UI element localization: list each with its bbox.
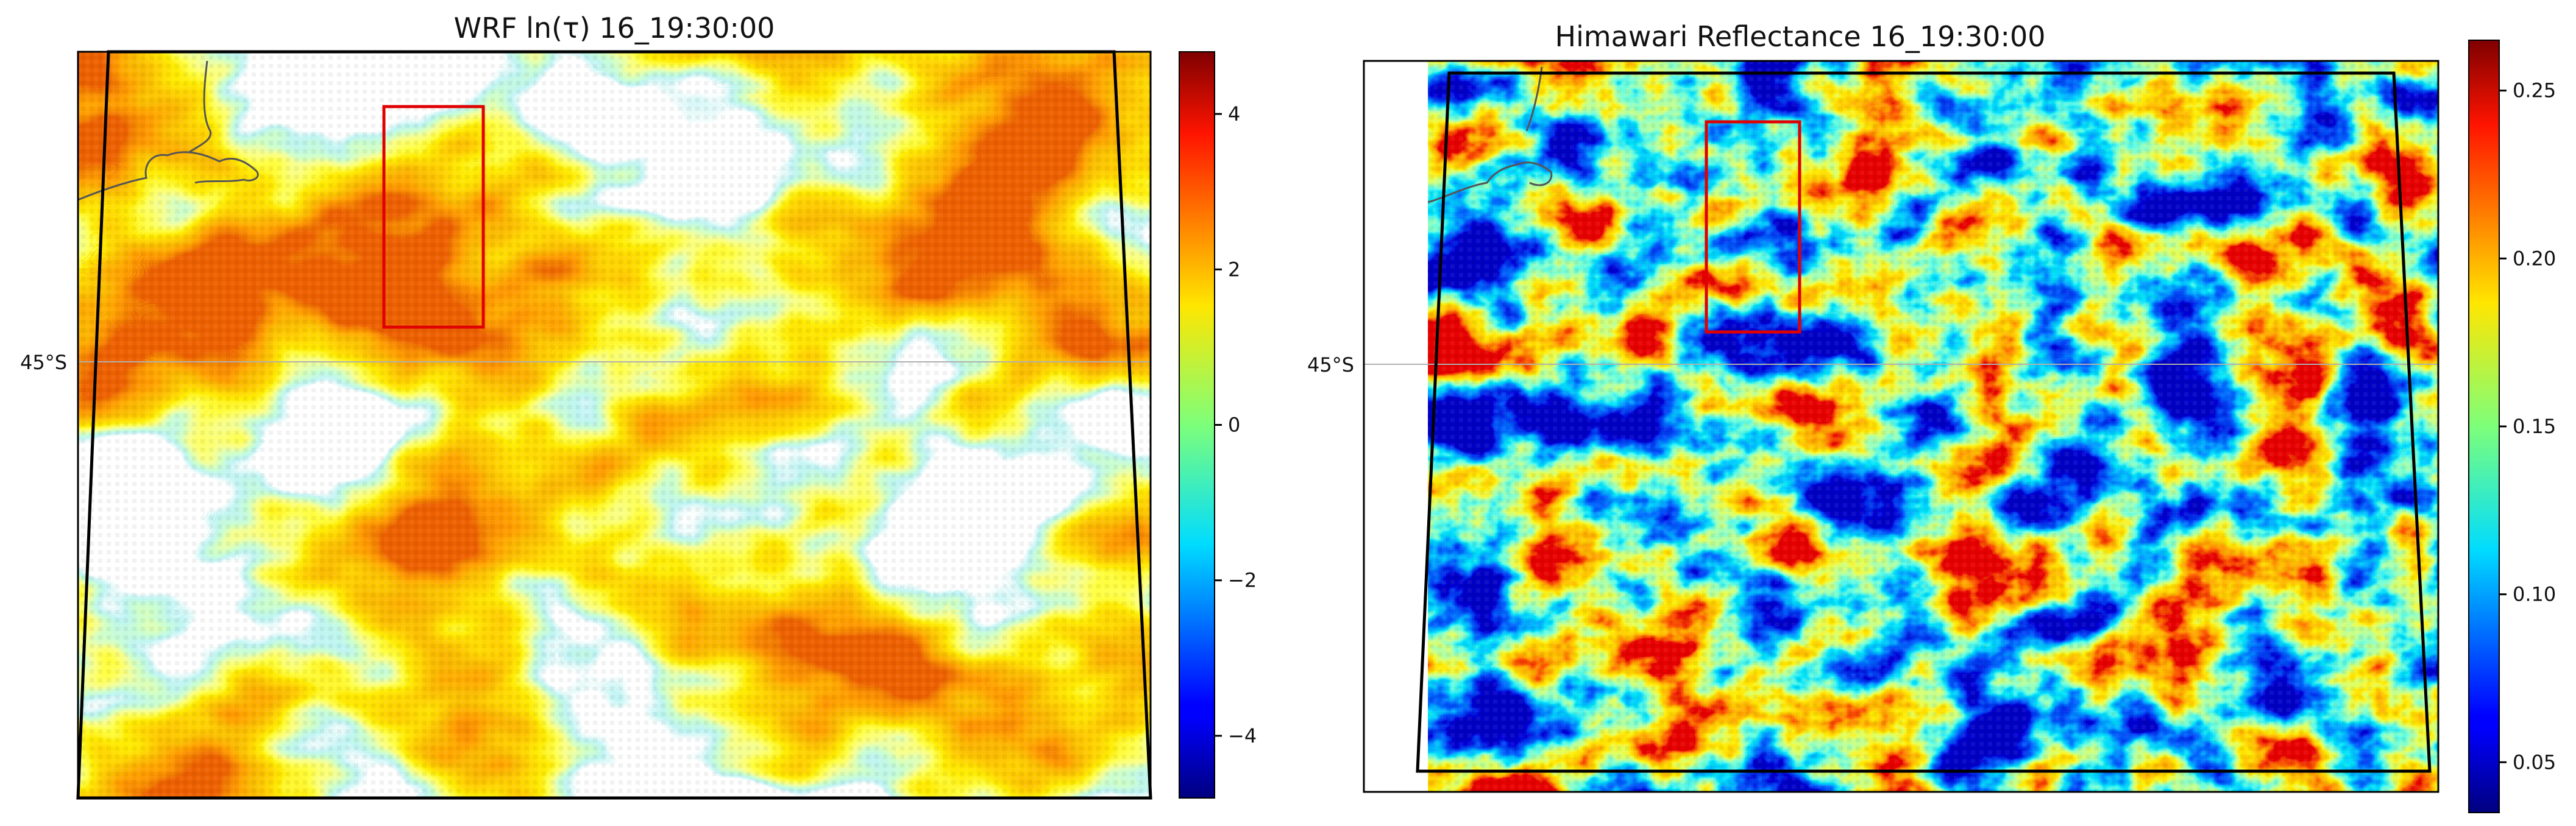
- colorbar-tick-label: 0.15: [2513, 415, 2556, 438]
- himawari-lat-label: 45°S: [1307, 353, 1354, 376]
- himawari-field: [1428, 61, 2438, 792]
- himawari-panel: Himawari Reflectance 16_19:30:00 45°S 0.…: [1307, 20, 2556, 813]
- wrf-red-box: [382, 105, 485, 329]
- colorbar-tick-label: 0.25: [2513, 79, 2556, 102]
- himawari-domain-outline: [1416, 71, 2432, 773]
- colorbar-tick-label: −2: [1228, 569, 1257, 592]
- colorbar-tick-label: 0.10: [2513, 583, 2556, 606]
- colorbar-tick-label: 0: [1228, 414, 1240, 437]
- wrf-lat-label: 45°S: [20, 351, 67, 374]
- wrf-field: [78, 52, 1151, 798]
- wrf-colorbar-gradient: [1179, 51, 1215, 799]
- wrf-panel: WRF ln(τ) 16_19:30:00 45°S −4 −2 0 2 4: [20, 12, 1257, 800]
- colorbar-tick-label: −4: [1228, 724, 1257, 747]
- wrf-colorbar: −4 −2 0 2 4: [1179, 51, 1257, 799]
- wrf-axes-frame: [77, 51, 1152, 799]
- colorbar-tick-label: 0.05: [2513, 750, 2556, 774]
- himawari-colorbar: 0.05 0.10 0.15 0.20 0.25: [2468, 40, 2556, 813]
- colorbar-tick-label: 0.20: [2513, 247, 2556, 270]
- himawari-colorbar-gradient: [2468, 40, 2500, 813]
- wrf-coastline: [78, 60, 259, 201]
- himawari-title: Himawari Reflectance 16_19:30:00: [1555, 20, 2046, 53]
- colorbar-tick-label: 4: [1228, 102, 1240, 125]
- himawari-coastline: [1428, 66, 1553, 203]
- himawari-axes-frame: [1363, 60, 2439, 793]
- wrf-title: WRF ln(τ) 16_19:30:00: [454, 12, 775, 44]
- himawari-red-box: [1705, 120, 1801, 334]
- colorbar-tick-label: 2: [1228, 258, 1240, 281]
